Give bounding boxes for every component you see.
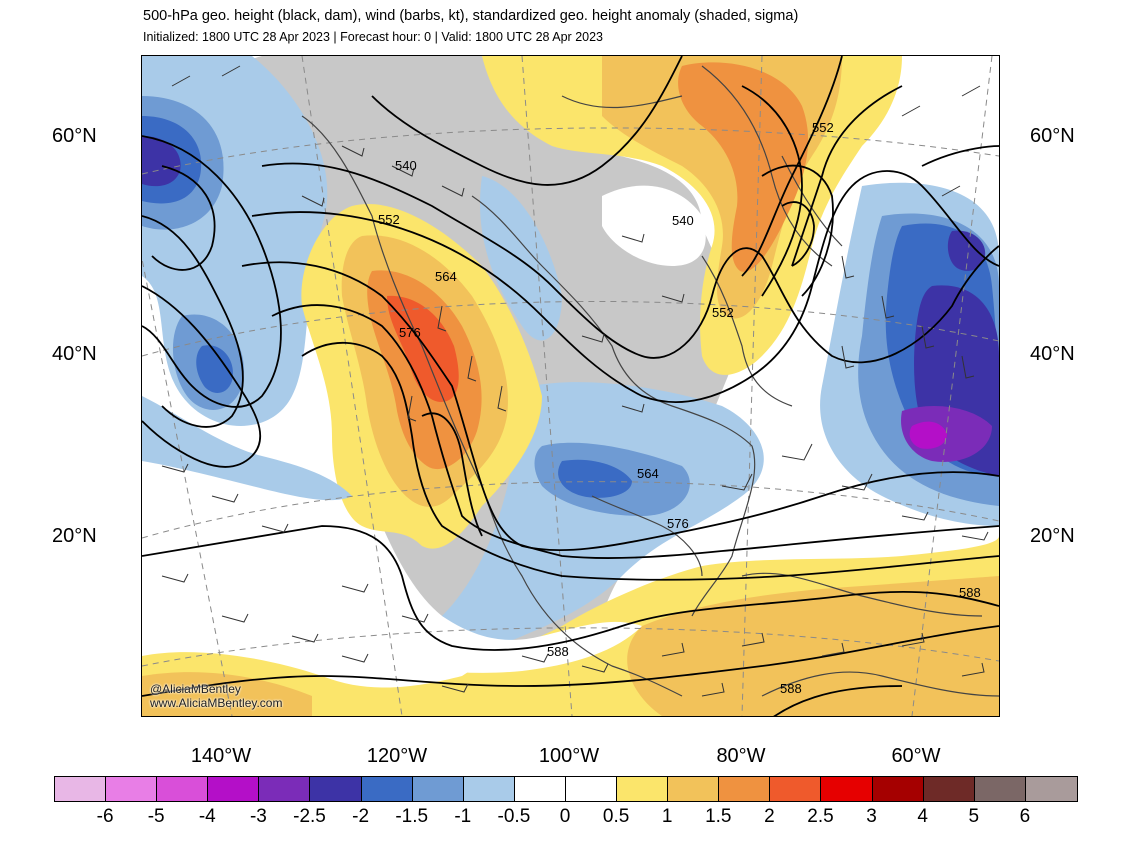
colorbar-swatch <box>310 777 362 801</box>
lon-label-60w: 60°W <box>891 745 941 767</box>
colorbar-swatch <box>617 777 669 801</box>
colorbar-tick-label: 0 <box>559 806 571 827</box>
colorbar-swatch <box>208 777 260 801</box>
lon-label-80w: 80°W <box>716 745 766 767</box>
contour-label: 576 <box>399 325 421 340</box>
colorbar-swatch <box>259 777 311 801</box>
colorbar-swatch <box>361 777 413 801</box>
colorbar-tick-label: 4 <box>917 806 928 827</box>
colorbar-swatch <box>565 777 618 801</box>
colorbar-swatch <box>463 777 515 801</box>
colorbar-swatch <box>157 777 209 801</box>
colorbar-tick-label: 0.5 <box>602 806 630 827</box>
contour-label: 564 <box>637 466 659 481</box>
contour-labels: 540 552 564 576 540 552 552 564 576 588 … <box>378 120 981 696</box>
credit-handle: @AliciaMBentley <box>150 682 241 696</box>
colorbar-swatch <box>770 777 822 801</box>
colorbar-tick-label: -6 <box>96 806 114 827</box>
lat-label-right-40: 40°N <box>1030 343 1075 365</box>
map-canvas: 540 552 564 576 540 552 552 564 576 588 … <box>142 56 999 716</box>
colorbar-tick-label: 1.5 <box>705 806 732 827</box>
colorbar-tick-label: -2 <box>352 806 370 827</box>
colorbar-swatch <box>106 777 158 801</box>
contour-label: 552 <box>378 212 400 227</box>
colorbar-swatch <box>668 777 720 801</box>
lat-label-right-20: 20°N <box>1030 525 1075 547</box>
contour-label: 588 <box>780 681 802 696</box>
chart-subtitle: Initialized: 1800 UTC 28 Apr 2023 | Fore… <box>143 30 603 44</box>
colorbar-swatch <box>821 777 873 801</box>
lon-label-100w: 100°W <box>538 745 600 767</box>
colorbar-tick-label: -0.5 <box>497 806 531 827</box>
contour-label: 540 <box>395 158 417 173</box>
colorbar-tick-label: -4 <box>198 806 216 827</box>
height-contours <box>142 56 999 716</box>
colorbar-tick-label: -1 <box>454 806 472 827</box>
colorbar-tick-label: 2.5 <box>807 806 834 827</box>
lat-label-left-60: 60°N <box>52 125 97 147</box>
colorbar-swatch <box>872 777 924 801</box>
colorbar-swatch <box>1025 777 1077 801</box>
colorbar-tick-label: -5 <box>147 806 165 827</box>
colorbar-tick-label: -1.5 <box>395 806 429 827</box>
chart-title: 500-hPa geo. height (black, dam), wind (… <box>143 8 799 24</box>
colorbar-swatch <box>412 777 464 801</box>
weather-map: 540 552 564 576 540 552 552 564 576 588 … <box>141 55 1000 717</box>
colorbar-swatch <box>719 777 771 801</box>
colorbar-swatch <box>974 777 1026 801</box>
colorbar-swatch <box>55 777 107 801</box>
contour-label: 552 <box>712 305 734 320</box>
contour-label: 564 <box>435 269 457 284</box>
lon-label-140w: 140°W <box>190 745 252 767</box>
wind-barbs <box>161 65 989 697</box>
contour-label: 588 <box>959 585 981 600</box>
contour-label: 588 <box>547 644 569 659</box>
contour-label: 576 <box>667 516 689 531</box>
colorbar-swatch <box>514 777 566 801</box>
contour-label: 552 <box>812 120 834 135</box>
contour-label: 540 <box>672 213 694 228</box>
colorbar-tick-label: -3 <box>249 806 267 827</box>
colorbar-tick-label: 2 <box>764 806 775 827</box>
lat-label-left-20: 20°N <box>52 525 97 547</box>
lat-label-left-40: 40°N <box>52 343 97 365</box>
colorbar-swatch <box>923 777 975 801</box>
lat-label-right-60: 60°N <box>1030 125 1075 147</box>
colorbar-tick-label: 5 <box>968 806 980 827</box>
colorbar <box>54 776 1078 802</box>
colorbar-tick-label: 3 <box>866 806 877 827</box>
colorbar-tick-label: 6 <box>1019 806 1031 827</box>
colorbar-tick-label: -2.5 <box>293 806 326 827</box>
colorbar-tick-label: 1 <box>661 806 673 827</box>
credit-website: www.AliciaMBentley.com <box>150 696 283 710</box>
lon-label-120w: 120°W <box>366 745 428 767</box>
